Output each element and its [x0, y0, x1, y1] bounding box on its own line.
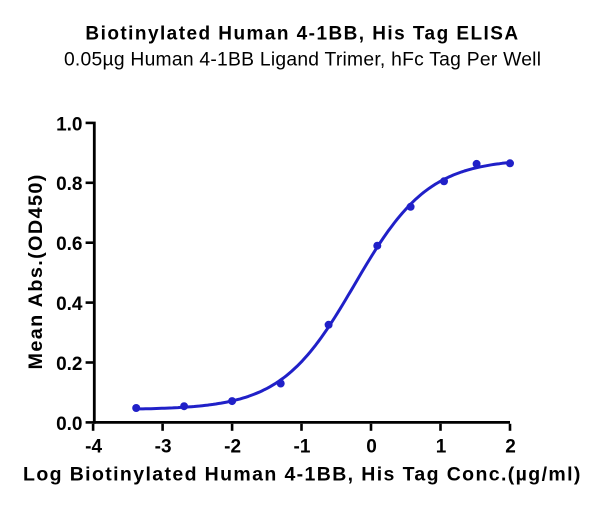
- svg-text:0.2: 0.2: [56, 354, 82, 375]
- svg-text:1: 1: [436, 437, 447, 458]
- svg-text:-4: -4: [85, 437, 102, 458]
- svg-text:0.6: 0.6: [56, 234, 82, 255]
- svg-text:-2: -2: [224, 437, 241, 458]
- svg-text:0.05µg Human 4-1BB Ligand Trim: 0.05µg Human 4-1BB Ligand Trimer, hFc Ta…: [64, 50, 541, 71]
- svg-text:2: 2: [505, 437, 516, 458]
- svg-text:-1: -1: [294, 437, 311, 458]
- svg-text:Biotinylated Human 4-1BB, His: Biotinylated Human 4-1BB, His Tag ELISA: [85, 24, 519, 45]
- svg-text:1.0: 1.0: [56, 114, 82, 135]
- svg-text:0.8: 0.8: [56, 174, 82, 195]
- svg-text:-3: -3: [155, 437, 172, 458]
- svg-text:0.0: 0.0: [56, 414, 82, 435]
- svg-text:Log Biotinylated Human 4-1BB,: Log Biotinylated Human 4-1BB, His Tag Co…: [23, 464, 582, 486]
- svg-text:Mean Abs.(OD450): Mean Abs.(OD450): [25, 173, 47, 369]
- svg-text:0: 0: [366, 437, 377, 458]
- svg-text:0.4: 0.4: [56, 294, 83, 315]
